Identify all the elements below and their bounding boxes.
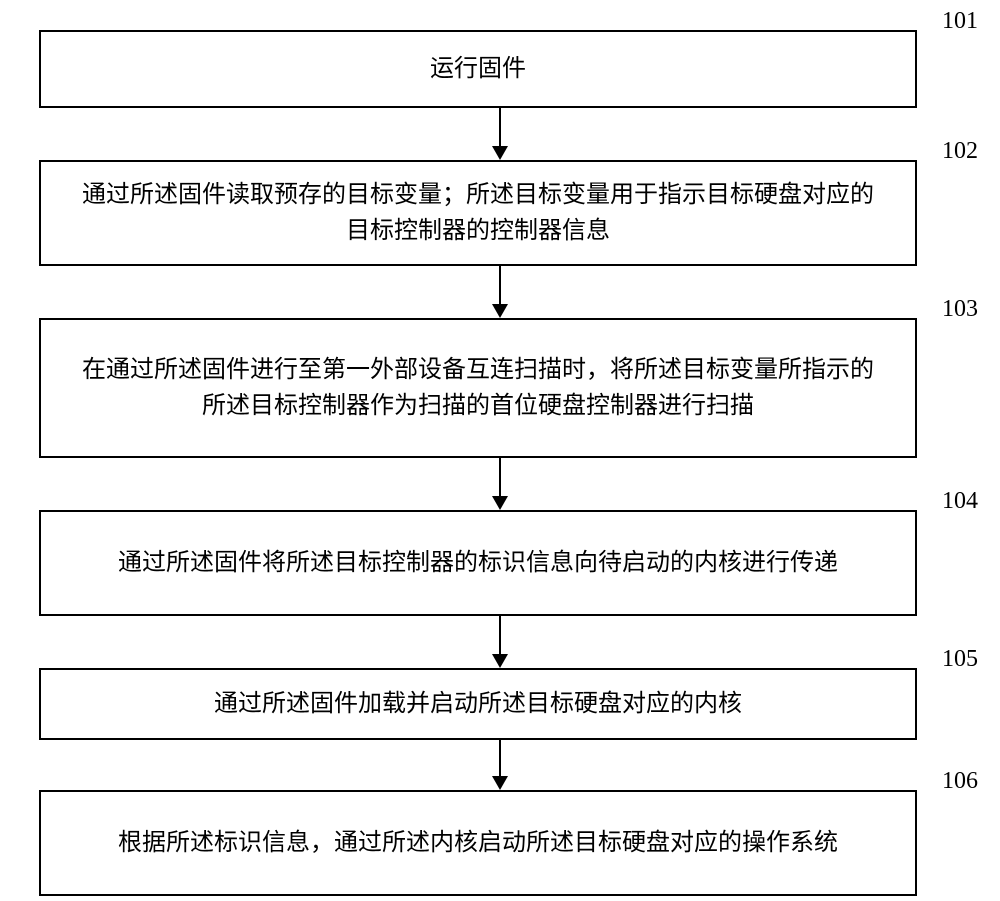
step-label-102: 102 xyxy=(942,138,978,165)
connector xyxy=(0,266,1000,318)
connector xyxy=(0,458,1000,510)
connector xyxy=(0,108,1000,160)
step-box-101: 运行固件 xyxy=(39,30,917,108)
step-text: 在通过所述固件进行至第一外部设备互连扫描时，将所述目标变量所指示的所述目标控制器… xyxy=(81,352,875,424)
connector xyxy=(0,740,1000,790)
step-text: 通过所述固件将所述目标控制器的标识信息向待启动的内核进行传递 xyxy=(118,545,838,581)
step-text: 根据所述标识信息，通过所述内核启动所述目标硬盘对应的操作系统 xyxy=(118,825,838,861)
step-box-104: 通过所述固件将所述目标控制器的标识信息向待启动的内核进行传递 xyxy=(39,510,917,616)
step-box-102: 通过所述固件读取预存的目标变量；所述目标变量用于指示目标硬盘对应的目标控制器的控… xyxy=(39,160,917,266)
step-box-106: 根据所述标识信息，通过所述内核启动所述目标硬盘对应的操作系统 xyxy=(39,790,917,896)
step-label-106: 106 xyxy=(942,768,978,795)
step-box-103: 在通过所述固件进行至第一外部设备互连扫描时，将所述目标变量所指示的所述目标控制器… xyxy=(39,318,917,458)
step-label-103: 103 xyxy=(942,296,978,323)
step-box-105: 通过所述固件加载并启动所述目标硬盘对应的内核 xyxy=(39,668,917,740)
flowchart-canvas: 运行固件 101 通过所述固件读取预存的目标变量；所述目标变量用于指示目标硬盘对… xyxy=(0,0,1000,901)
connector xyxy=(0,616,1000,668)
step-text: 运行固件 xyxy=(430,51,526,87)
step-label-101: 101 xyxy=(942,8,978,35)
step-text: 通过所述固件读取预存的目标变量；所述目标变量用于指示目标硬盘对应的目标控制器的控… xyxy=(81,177,875,249)
step-label-104: 104 xyxy=(942,488,978,515)
step-text: 通过所述固件加载并启动所述目标硬盘对应的内核 xyxy=(214,686,742,722)
step-label-105: 105 xyxy=(942,646,978,673)
